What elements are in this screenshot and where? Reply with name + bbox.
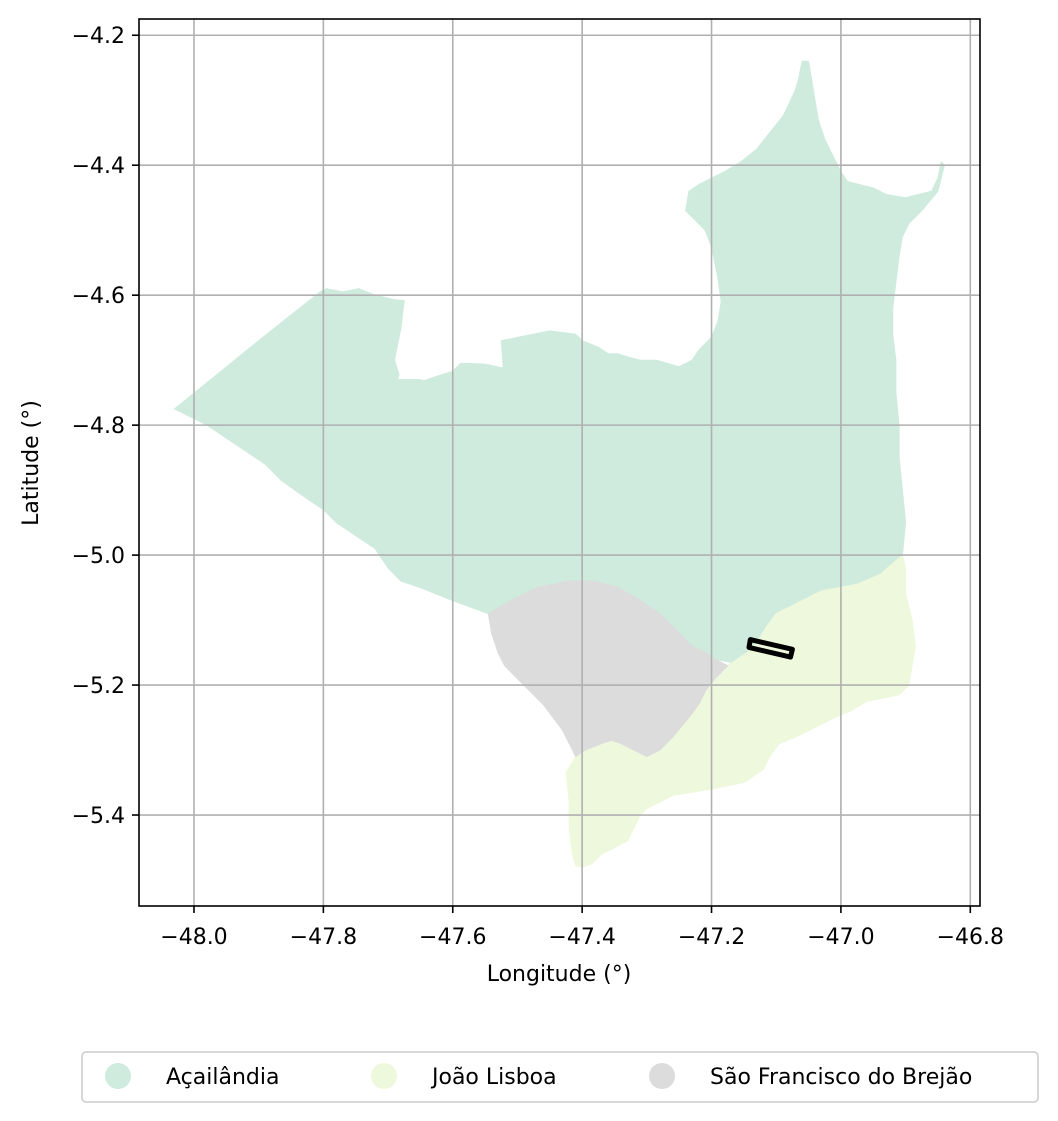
- legend-marker-acailandia: [105, 1063, 131, 1089]
- x-tick-label: −47.0: [807, 925, 874, 950]
- y-tick-label: −5.2: [72, 674, 125, 699]
- legend-label-acailandia: Açailândia: [166, 1065, 279, 1090]
- x-tick-label: −47.2: [678, 925, 745, 950]
- x-tick-label: −48.0: [160, 925, 227, 950]
- legend-label-sao-francisco-do-brejao: São Francisco do Brejão: [710, 1065, 972, 1090]
- legend-label-joao-lisboa: João Lisboa: [430, 1065, 557, 1090]
- y-tick-label: −4.6: [72, 284, 125, 309]
- legend: Açailândia João Lisboa São Francisco do …: [82, 1052, 1038, 1102]
- y-axis-title: Latitude (°): [19, 400, 44, 526]
- legend-marker-joao-lisboa: [371, 1063, 397, 1089]
- x-tick-label: −47.4: [548, 925, 615, 950]
- y-tick-label: −5.0: [72, 544, 125, 569]
- y-tick-label: −4.2: [72, 24, 125, 49]
- x-axis-title: Longitude (°): [487, 962, 632, 987]
- y-tick-label: −4.8: [72, 414, 125, 439]
- y-tick-label: −5.4: [72, 804, 125, 829]
- x-tick-label: −47.6: [419, 925, 486, 950]
- x-tick-label: −46.8: [937, 925, 1004, 950]
- y-tick-label: −4.4: [72, 154, 125, 179]
- x-tick-label: −47.8: [290, 925, 357, 950]
- legend-marker-sao-francisco-do-brejao: [649, 1063, 675, 1089]
